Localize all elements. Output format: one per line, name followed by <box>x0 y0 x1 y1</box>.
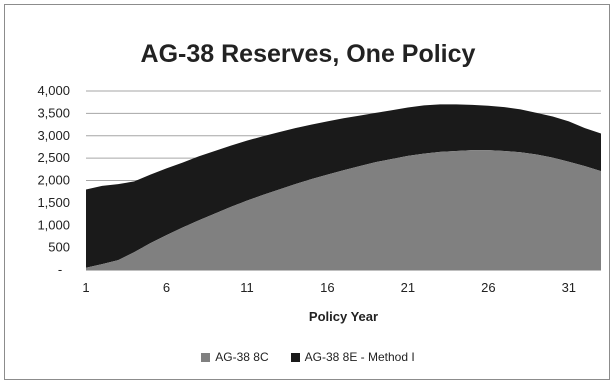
chart-title: AG-38 Reserves, One Policy <box>140 40 476 68</box>
y-tick-label-2000: 2,000 <box>37 173 70 188</box>
y-tick-label-3000: 3,000 <box>37 128 70 143</box>
x-axis-title: Policy Year <box>309 309 378 324</box>
legend-item-8e: AG-38 8E - Method I <box>290 350 415 364</box>
x-tick-label-16: 16 <box>320 280 334 295</box>
x-tick-labels: 1 6 11 16 21 26 31 <box>82 280 576 295</box>
x-tick-label-21: 21 <box>401 280 415 295</box>
y-tick-label-3500: 3,500 <box>37 105 70 120</box>
y-tick-labels: - 500 1,000 1,500 2,000 2,500 3,000 3,500 4,000 <box>37 83 70 277</box>
y-tick-label-1000: 1,000 <box>37 217 70 232</box>
y-tick-label-0: - <box>58 262 62 277</box>
x-tick-label-31: 31 <box>562 280 576 295</box>
legend-swatch-8c <box>201 352 211 362</box>
x-tick-label-1: 1 <box>82 280 89 295</box>
area-series-8e-method-i <box>86 104 601 268</box>
y-tick-label-4000: 4,000 <box>37 83 70 98</box>
legend-swatch-8e <box>290 352 300 362</box>
x-tick-label-11: 11 <box>240 280 254 295</box>
area-series-8c <box>86 150 601 270</box>
legend-label-8e: AG-38 8E - Method I <box>304 350 415 364</box>
legend: AG-38 8C AG-38 8E - Method I <box>0 350 616 364</box>
x-tick-label-26: 26 <box>481 280 495 295</box>
y-tick-label-1500: 1,500 <box>37 195 70 210</box>
y-tick-label-2500: 2,500 <box>37 150 70 165</box>
x-tick-label-6: 6 <box>163 280 170 295</box>
legend-item-8c: AG-38 8C <box>201 350 269 364</box>
legend-label-8c: AG-38 8C <box>215 350 269 364</box>
area-series <box>86 104 601 270</box>
y-tick-label-500: 500 <box>48 240 70 255</box>
